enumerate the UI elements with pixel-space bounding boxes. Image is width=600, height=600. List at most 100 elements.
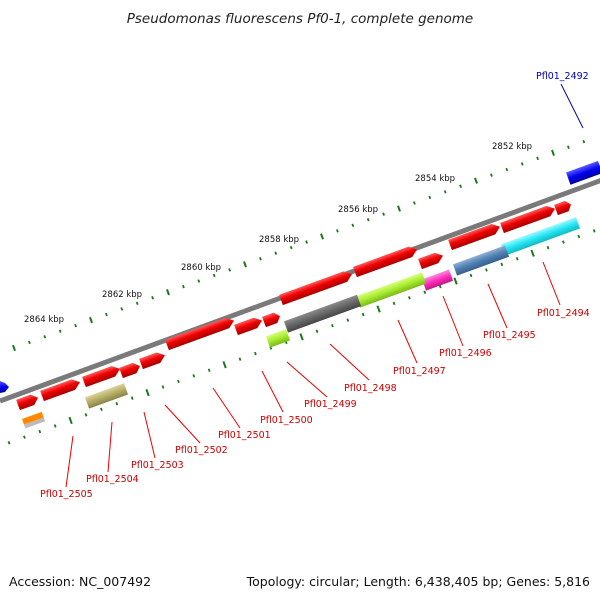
gene-label-2500[interactable]: Pfl01_2500 (260, 415, 313, 426)
leader-2503 (143, 411, 156, 459)
minor-tick (428, 195, 432, 200)
lime-feature[interactable] (355, 272, 427, 308)
minor-tick (228, 268, 231, 272)
minor-tick (207, 368, 211, 372)
inner-ticks (7, 229, 596, 445)
forward-gene-arrow[interactable] (40, 377, 82, 402)
scale-label: 2860 kbp (181, 263, 221, 273)
gene-label-2502[interactable]: Pfl01_2502 (175, 445, 228, 456)
minor-tick (515, 257, 519, 261)
dark-feature[interactable] (283, 294, 362, 333)
forward-gene-arrow[interactable] (262, 311, 282, 328)
leader-2500 (261, 370, 284, 413)
major-tick (376, 305, 381, 313)
scale-labels: 2864 kbp 2862 kbp 2860 kbp 2858 kbp 2856… (24, 142, 532, 325)
gene-label-2498[interactable]: Pfl01_2498 (344, 383, 397, 394)
major-tick (551, 149, 555, 156)
major-tick (68, 416, 73, 425)
minor-tick (490, 173, 493, 177)
minor-tick (105, 312, 108, 317)
minor-tick (459, 184, 462, 188)
leader-2492 (560, 83, 584, 129)
gene-label-2503[interactable]: Pfl01_2503 (131, 460, 184, 471)
minor-tick (438, 284, 442, 289)
minor-tick (53, 424, 57, 428)
minor-tick (423, 290, 427, 294)
major-tick (320, 233, 324, 240)
scale-label: 2862 kbp (102, 290, 142, 300)
major-tick (530, 249, 535, 257)
minor-tick (485, 268, 488, 272)
leader-2496 (442, 295, 464, 347)
minor-tick (23, 435, 26, 439)
gene-label-2505[interactable]: Pfl01_2505 (40, 489, 93, 500)
minor-tick (505, 167, 509, 172)
forward-gene-arrow[interactable] (353, 244, 419, 278)
minor-tick (274, 251, 278, 255)
map-title: Pseudomonas fluorescens Pf0-1, complete … (127, 11, 474, 27)
forward-gene-arrow[interactable] (418, 250, 445, 270)
minor-tick (582, 139, 586, 144)
major-tick (222, 361, 227, 369)
gene-label-2492[interactable]: Pfl01_2492 (536, 71, 589, 82)
leader-2495 (487, 283, 508, 329)
forward-gene-arrow[interactable] (500, 204, 557, 234)
major-tick (145, 388, 150, 397)
minor-tick (331, 323, 334, 328)
minor-tick (254, 351, 257, 356)
minor-tick (500, 262, 504, 267)
minor-tick (361, 312, 365, 317)
gene-label-2495[interactable]: Pfl01_2495 (483, 330, 536, 341)
olive-feature[interactable] (84, 383, 129, 409)
minor-tick (469, 273, 473, 278)
leader-2502 (164, 404, 201, 444)
leader-2501 (212, 387, 241, 429)
accession-text: Accession: NC_007492 (9, 574, 151, 589)
steel-feature[interactable] (452, 245, 510, 276)
minor-tick (130, 396, 134, 400)
minor-tick (197, 279, 201, 283)
minor-tick (100, 407, 103, 412)
lime-feature-small[interactable] (265, 329, 291, 348)
gene-label-2494[interactable]: Pfl01_2494 (537, 308, 590, 319)
scale-ticks (12, 139, 586, 352)
pink-feature[interactable] (421, 269, 454, 291)
cyan-feature[interactable] (500, 217, 581, 256)
feature-track (22, 217, 581, 429)
forward-gene-arrow[interactable] (139, 350, 167, 370)
gene-label-2501[interactable]: Pfl01_2501 (218, 430, 271, 441)
minor-tick (84, 413, 88, 417)
scale-label: 2854 kbp (415, 174, 455, 184)
gene-label-2499[interactable]: Pfl01_2499 (304, 399, 357, 410)
forward-gene-arrow[interactable] (234, 315, 264, 336)
gene-labels: Pfl01_2492 Pfl01_2494 Pfl01_2495 Pfl01_2… (40, 71, 590, 500)
scale-label: 2858 kbp (259, 235, 299, 245)
forward-gene-arrow[interactable] (165, 315, 236, 351)
gene-label-2496[interactable]: Pfl01_2496 (439, 348, 492, 359)
forward-gene-arrow[interactable] (279, 269, 354, 306)
gene-label-2504[interactable]: Pfl01_2504 (86, 474, 139, 485)
minor-tick (392, 301, 396, 306)
gene-label-2497[interactable]: Pfl01_2497 (393, 366, 446, 377)
major-tick (474, 177, 478, 184)
minor-tick (151, 296, 154, 300)
major-tick (397, 205, 401, 212)
stacked-feature-2505[interactable] (22, 411, 46, 429)
minor-tick (577, 234, 581, 239)
minor-tick (238, 357, 242, 361)
leader-2504 (107, 421, 113, 473)
minor-tick (192, 374, 196, 378)
minor-tick (408, 296, 411, 300)
forward-gene-arrow[interactable] (82, 364, 122, 388)
minor-tick (74, 323, 77, 328)
minor-tick (546, 245, 550, 250)
forward-gene-arrow[interactable] (554, 199, 573, 216)
minor-tick (382, 212, 385, 216)
minor-tick (346, 318, 350, 322)
minor-tick (567, 145, 570, 149)
minor-tick (289, 245, 293, 250)
forward-gene-arrow[interactable] (448, 222, 502, 251)
forward-gene-arrow[interactable] (16, 393, 40, 411)
forward-gene-arrow[interactable] (119, 361, 142, 379)
